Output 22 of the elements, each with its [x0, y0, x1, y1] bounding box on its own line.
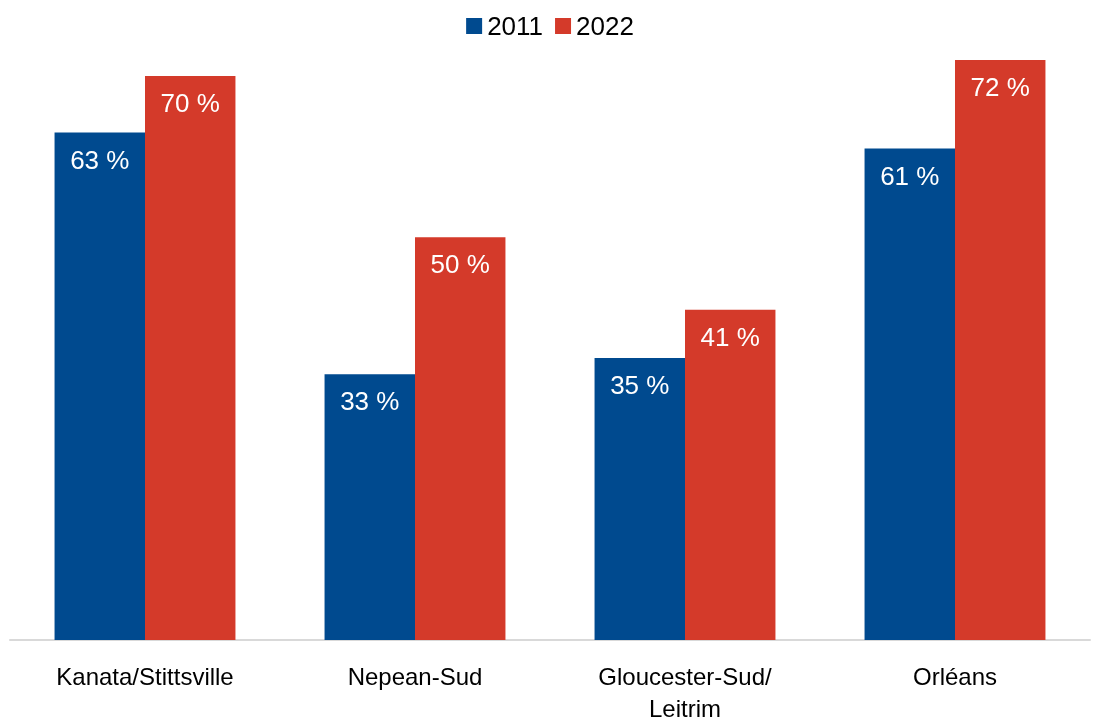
- bar: [54, 132, 145, 640]
- bar: [955, 60, 1046, 640]
- bar: [324, 374, 415, 640]
- data-label: 61 %: [880, 160, 940, 191]
- legend-label: 2022: [576, 11, 634, 41]
- bar: [685, 309, 776, 640]
- x-tick-label: Orléans: [912, 662, 998, 690]
- data-label: 70 %: [160, 88, 220, 119]
- data-label: 41 %: [700, 321, 760, 352]
- bar: [145, 76, 236, 640]
- data-label: 35 %: [610, 370, 670, 401]
- x-tick-label: Nepean-Sud: [347, 662, 483, 690]
- data-label: 63 %: [70, 144, 130, 175]
- data-label: 50 %: [430, 249, 490, 280]
- bar: [415, 237, 506, 640]
- x-tick-label: Gloucester-Sud/Leitrim: [598, 662, 773, 722]
- legend-label: 2011: [487, 11, 544, 41]
- x-tick-label: Kanata/Stittsville: [56, 662, 234, 690]
- bar: [594, 358, 685, 640]
- data-label: 33 %: [340, 386, 400, 417]
- bar: [864, 148, 955, 640]
- data-label: 72 %: [970, 72, 1030, 102]
